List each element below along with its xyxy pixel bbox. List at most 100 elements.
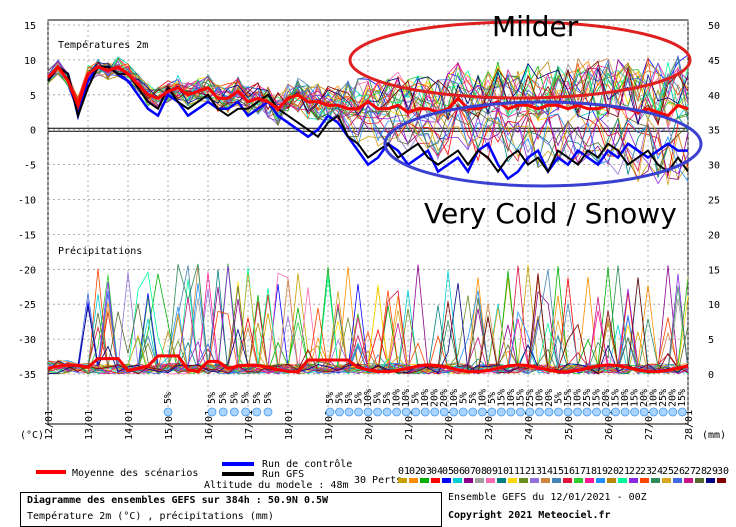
snow-percent-label: 15% — [630, 389, 641, 407]
snowflake-icon — [535, 407, 544, 417]
left-tick-label: 10 — [24, 56, 36, 67]
perturbation-swatch — [552, 478, 561, 483]
perturbation-swatch — [420, 478, 429, 483]
snowflake-icon — [620, 407, 630, 417]
perturbation-number: 29 — [706, 466, 718, 477]
perturbation-number: 06 — [453, 466, 465, 477]
snowflake-icon — [554, 407, 563, 417]
perturbation-swatch — [497, 478, 506, 483]
perturbation-number: 24 — [651, 466, 663, 477]
perturbation-number: 20 — [607, 466, 619, 477]
perturbation-swatch — [475, 478, 484, 483]
perturbation-swatch — [629, 478, 638, 483]
snowflake-icon — [411, 407, 421, 417]
left-tick-label: -30 — [18, 335, 36, 346]
snowflake-icon — [668, 407, 678, 417]
perturbation-swatch — [486, 478, 495, 483]
snow-percent-label: 15% — [515, 389, 526, 407]
x-tick-label: 18/01 — [284, 410, 295, 440]
snowflake-icon — [373, 407, 383, 417]
snow-percent-label: 10% — [506, 389, 517, 407]
perturbation-number: 27 — [684, 466, 696, 477]
snow-percent-label: 15% — [563, 389, 574, 407]
snow-percent-label: 5% — [207, 392, 218, 404]
snowflake-icon — [207, 407, 217, 417]
snow-percent-label: 5% — [411, 392, 422, 404]
perturbation-swatch — [695, 478, 704, 483]
left-tick-label: -20 — [18, 265, 36, 276]
snow-percent-label: 10% — [477, 389, 488, 407]
snowflake-icon — [392, 407, 402, 417]
perturbation-swatch — [398, 478, 407, 483]
left-axis-unit: (°C) — [20, 430, 44, 441]
mean-precip-line — [47, 354, 689, 374]
snow-percent-label: 25% — [582, 389, 593, 407]
snow-percent-label: 5% — [335, 392, 346, 404]
snowflake-icon — [506, 407, 516, 417]
perturbation-swatch — [464, 478, 473, 483]
snowflake-icon — [449, 407, 459, 417]
x-tick-label: 21/01 — [404, 410, 415, 440]
left-tick-label: 0 — [30, 126, 36, 137]
snow-percent-label: 15% — [611, 389, 622, 407]
perturbation-number: 25 — [662, 466, 674, 477]
series-temp-line — [47, 65, 689, 174]
snow-percent-label: 5% — [344, 392, 355, 404]
perturbation-number: 01 — [398, 466, 410, 477]
snowflake-icon — [658, 407, 668, 417]
x-tick-label: 27/01 — [644, 410, 655, 440]
snowflake-icon — [263, 407, 273, 417]
perturbation-number: 30 — [717, 466, 729, 477]
snow-percent-label: 15% — [592, 389, 603, 407]
upper-panel-label: Températures 2m — [58, 39, 148, 51]
snowflake-icon — [354, 407, 363, 417]
right-tick-label: 25 — [708, 196, 720, 207]
right-axis-unit: (mm) — [702, 430, 726, 441]
snow-probability-row: 5% 5% 5% 5% 5% 5% 5% 5%5%5%5%10%5%5%10%10%5%10%… — [163, 389, 688, 417]
right-tick-label: 15 — [708, 265, 720, 276]
perturbation-number: 10 — [497, 466, 509, 477]
perturbation-number: 14 — [541, 466, 553, 477]
snow-percent-label: 20% — [544, 389, 555, 407]
perturbation-swatch — [519, 478, 528, 483]
snow-percent-label: 5% — [263, 392, 274, 404]
x-tick-label: 14/01 — [124, 410, 135, 440]
snowflake-icon — [601, 407, 611, 417]
right-tick-label: 35 — [708, 126, 720, 137]
main-series-lines — [46, 64, 689, 374]
footer-copyright: Copyright 2021 Meteociel.fr — [448, 510, 611, 521]
perturbation-swatch — [618, 478, 627, 483]
left-axis-ticks: 15 10 5 0 -5 -10 -15 -20 -25 -30 -35 — [18, 21, 36, 381]
cold-annotation: Very Cold / Snowy — [424, 197, 677, 230]
perturbation-number: 23 — [640, 466, 652, 477]
legend-control-swatch — [222, 462, 254, 466]
perturbation-swatch — [563, 478, 572, 483]
snow-percent-label: 5% — [382, 392, 393, 404]
snowflake-icon — [344, 407, 354, 417]
snow-percent-label: 5% — [553, 392, 564, 404]
series-temp-line — [46, 65, 688, 181]
x-tick-label: 28/01 — [684, 410, 695, 440]
snow-percent-label: 5% — [373, 392, 384, 404]
snow-percent-label: 5% — [229, 392, 240, 404]
perturbation-number: 12 — [519, 466, 531, 477]
snow-percent-label: 5% — [354, 392, 365, 404]
x-tick-label: 13/01 — [84, 410, 95, 440]
snowflake-icon — [649, 407, 659, 417]
perturbation-number: 08 — [475, 466, 487, 477]
perturbation-swatch — [453, 478, 462, 483]
perturbation-temp-line — [47, 62, 689, 173]
snow-percent-label: 5% — [241, 392, 252, 404]
snowflake-icon — [677, 407, 687, 417]
left-tick-label: 5 — [30, 91, 36, 102]
perturbation-number: 03 — [420, 466, 432, 477]
legend: Moyenne des scénarios Run de contrôle Ru… — [36, 458, 729, 491]
series-temp-line — [46, 64, 689, 118]
snowflake-icon — [496, 407, 506, 417]
legend-mean-label: Moyenne des scénarios — [72, 467, 198, 479]
snow-percent-label: 25% — [525, 389, 536, 407]
perturbation-precip-line — [47, 273, 689, 375]
perturbation-swatch — [640, 478, 649, 483]
snowflake-icon — [218, 407, 228, 417]
